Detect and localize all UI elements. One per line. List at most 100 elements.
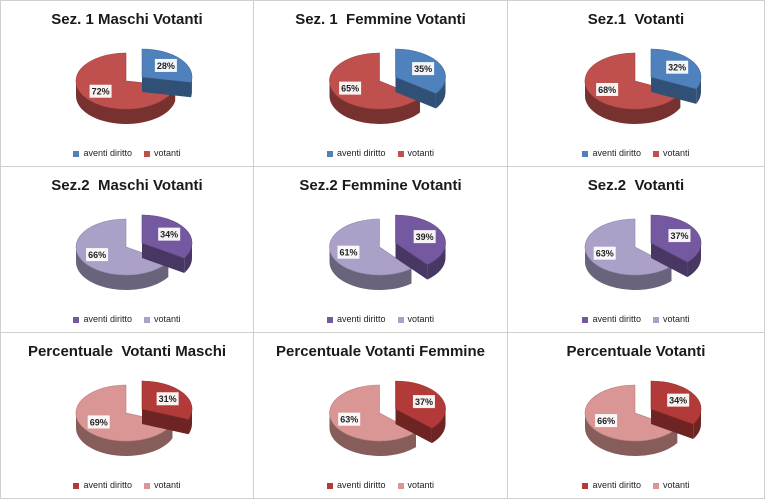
legend-label: votanti <box>154 148 181 158</box>
chart-title: Percentuale Votanti Femmine <box>276 343 485 360</box>
pie-chart-panel: Sez. 1 Maschi Votanti 28% 72% aventi diritt… <box>0 0 254 167</box>
legend-label: aventi diritto <box>83 148 132 158</box>
pie-slice-aventi-diritto <box>141 48 193 98</box>
legend-swatch <box>144 482 150 489</box>
chart-legend: aventi diritto votanti <box>1 480 253 490</box>
chart-legend: aventi diritto votanti <box>254 480 507 490</box>
svg-text:69%: 69% <box>90 417 108 427</box>
pie-slice-votanti <box>584 218 673 290</box>
chart-legend: aventi diritto votanti <box>254 148 507 158</box>
legend-item: votanti <box>397 314 435 324</box>
legend-swatch <box>144 316 150 323</box>
chart-title: Sez.1 Votanti <box>587 11 685 28</box>
legend-item: aventi diritto <box>582 148 641 158</box>
legend-swatch <box>397 150 404 157</box>
legend-swatch <box>326 150 333 157</box>
data-label-aventi-diritto: 37% <box>668 229 691 243</box>
legend-label: votanti <box>154 314 181 324</box>
pie-chart: 31% 69% <box>75 380 193 456</box>
legend-label: votanti <box>663 314 690 324</box>
legend-item: votanti <box>144 148 181 158</box>
data-label-votanti: 66% <box>595 414 618 428</box>
svg-text:72%: 72% <box>92 87 110 97</box>
data-label-votanti: 61% <box>337 245 360 259</box>
legend-item: aventi diritto <box>73 314 132 324</box>
legend-swatch <box>653 482 659 489</box>
pie-chart-panel: Sez.1 Votanti 32% 68% aventi diritto votanti <box>507 0 765 167</box>
svg-text:39%: 39% <box>416 232 434 242</box>
chart-legend: aventi diritto votanti <box>508 480 764 490</box>
legend-label: aventi diritto <box>592 148 641 158</box>
pie-chart: 34% 66% <box>75 214 193 290</box>
legend-label: votanti <box>407 148 435 158</box>
pie-chart: 35% 65% <box>329 48 446 124</box>
pie-chart-panel: Percentuale Votanti Maschi 31% 69% aventi d… <box>0 332 254 499</box>
legend-item: votanti <box>397 148 435 158</box>
svg-text:66%: 66% <box>597 416 615 426</box>
legend-label: aventi diritto <box>336 148 386 158</box>
legend-swatch <box>144 150 150 157</box>
pie-chart-panel: Percentuale Votanti 34% 66% aventi diritto v… <box>507 332 765 499</box>
pie-chart: 39% 61% <box>329 214 446 290</box>
chart-title: Sez.2 Maschi Votanti <box>51 177 203 194</box>
legend-item: aventi diritto <box>326 480 386 490</box>
legend-swatch <box>582 316 589 323</box>
data-label-votanti: 65% <box>339 81 362 95</box>
svg-text:34%: 34% <box>160 230 178 240</box>
data-label-votanti: 72% <box>89 84 112 98</box>
svg-text:35%: 35% <box>414 64 432 74</box>
pie-chart-panel: Sez. 1 Femmine Votanti 35% 65% aventi dirit… <box>253 0 508 167</box>
legend-item: votanti <box>144 314 181 324</box>
legend-label: votanti <box>407 480 435 490</box>
chart-legend: aventi diritto votanti <box>1 314 253 324</box>
svg-text:61%: 61% <box>339 248 357 258</box>
svg-text:34%: 34% <box>669 396 687 406</box>
svg-text:68%: 68% <box>598 85 616 95</box>
data-label-aventi-diritto: 31% <box>156 392 179 406</box>
pie-chart: 34% 66% <box>584 380 702 456</box>
chart-title: Percentuale Votanti Maschi <box>27 343 227 360</box>
legend-item: votanti <box>653 314 690 324</box>
legend-swatch <box>73 150 80 157</box>
pie-chart: 28% 72% <box>75 48 193 124</box>
data-label-aventi-diritto: 37% <box>412 395 435 409</box>
chart-legend: aventi diritto votanti <box>508 148 764 158</box>
pie-chart: 37% 63% <box>329 380 446 456</box>
legend-swatch <box>582 482 589 489</box>
legend-label: aventi diritto <box>83 480 132 490</box>
chart-title: Percentuale Votanti <box>566 343 706 360</box>
pie-chart-panel: Sez.2 Femmine Votanti 39% 61% aventi diritt… <box>253 166 508 333</box>
data-label-votanti: 69% <box>87 415 110 429</box>
legend-item: votanti <box>144 480 181 490</box>
legend-swatch <box>582 150 589 157</box>
chart-legend: aventi diritto votanti <box>508 314 764 324</box>
legend-label: aventi diritto <box>592 314 641 324</box>
data-label-aventi-diritto: 34% <box>667 393 690 407</box>
chart-title: Sez. 1 Maschi Votanti <box>51 11 203 28</box>
legend-item: aventi diritto <box>73 148 132 158</box>
svg-text:63%: 63% <box>596 249 614 259</box>
chart-title: Sez.2 Votanti <box>587 177 685 194</box>
data-label-votanti: 68% <box>596 83 619 97</box>
svg-text:66%: 66% <box>88 250 106 260</box>
svg-text:32%: 32% <box>668 63 686 73</box>
data-label-aventi-diritto: 39% <box>413 230 436 244</box>
legend-swatch <box>653 150 659 157</box>
pie-slice-votanti <box>329 384 417 456</box>
data-label-votanti: 66% <box>86 248 109 262</box>
data-label-aventi-diritto: 32% <box>666 60 689 74</box>
legend-swatch <box>73 316 80 323</box>
legend-swatch <box>326 482 333 489</box>
legend-label: votanti <box>663 480 690 490</box>
chart-title: Sez. 1 Femmine Votanti <box>295 11 466 28</box>
legend-item: votanti <box>653 148 690 158</box>
legend-item: aventi diritto <box>73 480 132 490</box>
legend-label: votanti <box>407 314 435 324</box>
legend-label: votanti <box>663 148 690 158</box>
svg-text:37%: 37% <box>415 397 433 407</box>
legend-swatch <box>397 316 404 323</box>
pie-chart: 37% 63% <box>584 214 702 290</box>
pie-chart: 32% 68% <box>584 48 702 124</box>
pie-chart-panel: Sez.2 Votanti 37% 63% aventi diritto votanti <box>507 166 765 333</box>
